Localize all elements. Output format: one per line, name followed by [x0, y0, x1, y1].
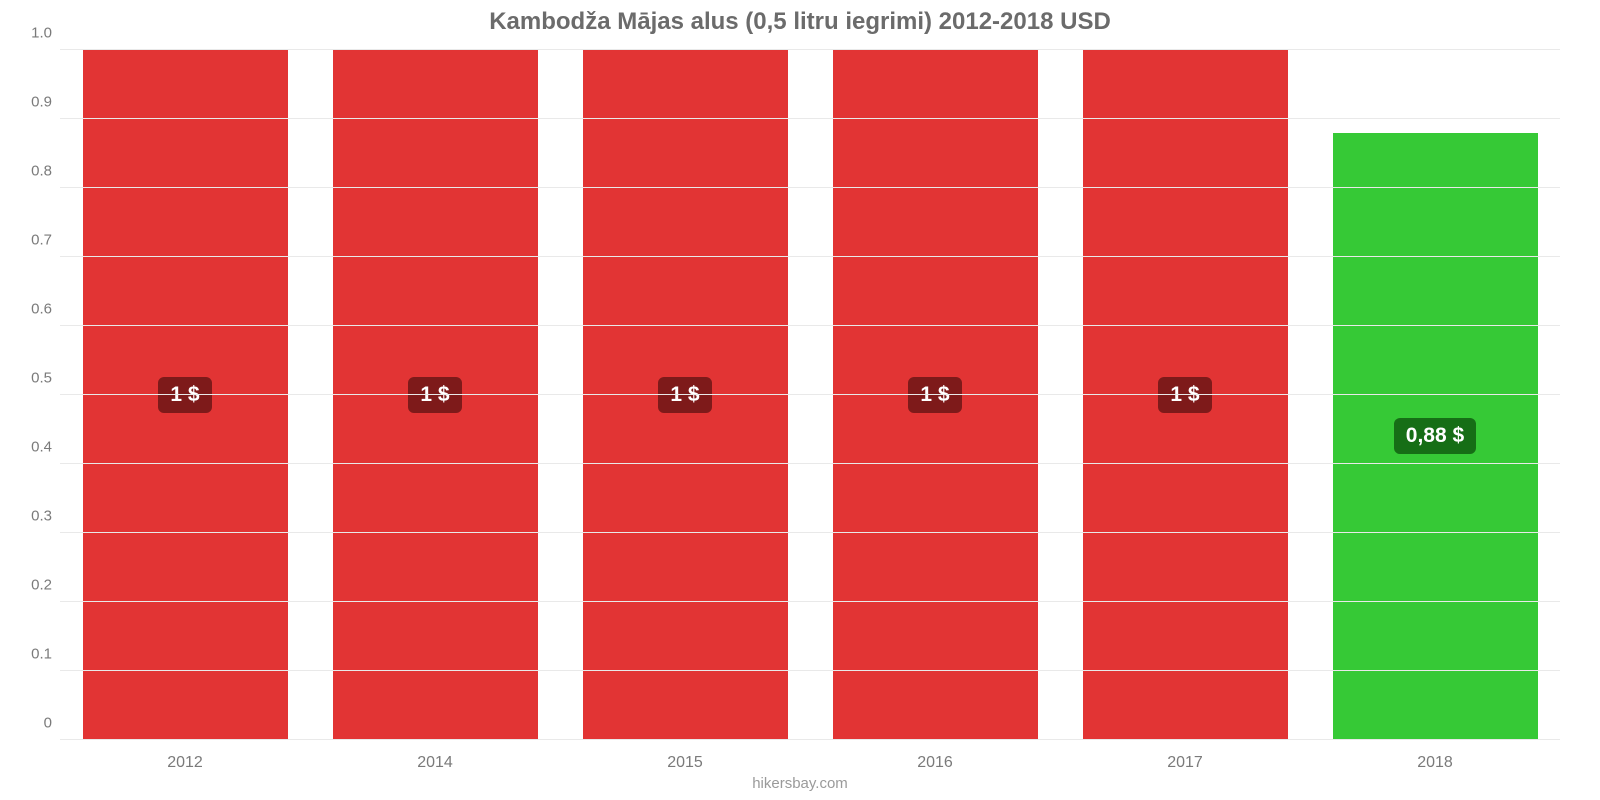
plot-area: 1 $20121 $20141 $20151 $20161 $20170,88 …: [60, 50, 1560, 740]
grid-line: [60, 325, 1560, 326]
x-axis-tick: 2015: [667, 754, 703, 772]
bar-slot: 0,88 $2018: [1310, 50, 1560, 740]
grid-line: [60, 49, 1560, 50]
bars-container: 1 $20121 $20141 $20151 $20161 $20170,88 …: [60, 50, 1560, 740]
grid-line: [60, 670, 1560, 671]
bar-value-label: 1 $: [1158, 377, 1211, 413]
bar-value-label: 1 $: [908, 377, 961, 413]
bar-value-label: 0,88 $: [1394, 418, 1476, 454]
x-axis-tick: 2014: [417, 754, 453, 772]
y-axis-tick: 0.2: [10, 577, 52, 594]
bar-value-label: 1 $: [158, 377, 211, 413]
grid-line: [60, 739, 1560, 740]
y-axis-tick: 0: [10, 715, 52, 732]
source-label: hikersbay.com: [0, 775, 1600, 792]
grid-line: [60, 187, 1560, 188]
bar: 1 $: [83, 50, 288, 740]
bar-value-label: 1 $: [408, 377, 461, 413]
x-axis-tick: 2016: [917, 754, 953, 772]
y-axis-tick: 0.7: [10, 232, 52, 249]
x-axis-tick: 2017: [1167, 754, 1203, 772]
y-axis-tick: 0.4: [10, 439, 52, 456]
bar-value-label: 1 $: [658, 377, 711, 413]
grid-line: [60, 394, 1560, 395]
x-axis-tick: 2018: [1417, 754, 1453, 772]
chart-title: Kambodža Mājas alus (0,5 litru iegrimi) …: [0, 0, 1600, 36]
bar: 1 $: [1083, 50, 1288, 740]
y-axis-tick: 0.8: [10, 163, 52, 180]
y-axis-tick: 0.6: [10, 301, 52, 318]
bar-slot: 1 $2012: [60, 50, 310, 740]
grid-line: [60, 532, 1560, 533]
x-axis-tick: 2012: [167, 754, 203, 772]
price-chart: Kambodža Mājas alus (0,5 litru iegrimi) …: [0, 0, 1600, 800]
bar-slot: 1 $2016: [810, 50, 1060, 740]
bar: 1 $: [583, 50, 788, 740]
y-axis-tick: 1.0: [10, 25, 52, 42]
bar: 1 $: [333, 50, 538, 740]
grid-line: [60, 463, 1560, 464]
bar-slot: 1 $2015: [560, 50, 810, 740]
bar: 0,88 $: [1333, 133, 1538, 740]
grid-line: [60, 601, 1560, 602]
y-axis-tick: 0.3: [10, 508, 52, 525]
y-axis-tick: 0.1: [10, 646, 52, 663]
grid-line: [60, 118, 1560, 119]
y-axis-tick: 0.9: [10, 94, 52, 111]
grid-line: [60, 256, 1560, 257]
bar-slot: 1 $2017: [1060, 50, 1310, 740]
y-axis-tick: 0.5: [10, 370, 52, 387]
bar: 1 $: [833, 50, 1038, 740]
bar-slot: 1 $2014: [310, 50, 560, 740]
